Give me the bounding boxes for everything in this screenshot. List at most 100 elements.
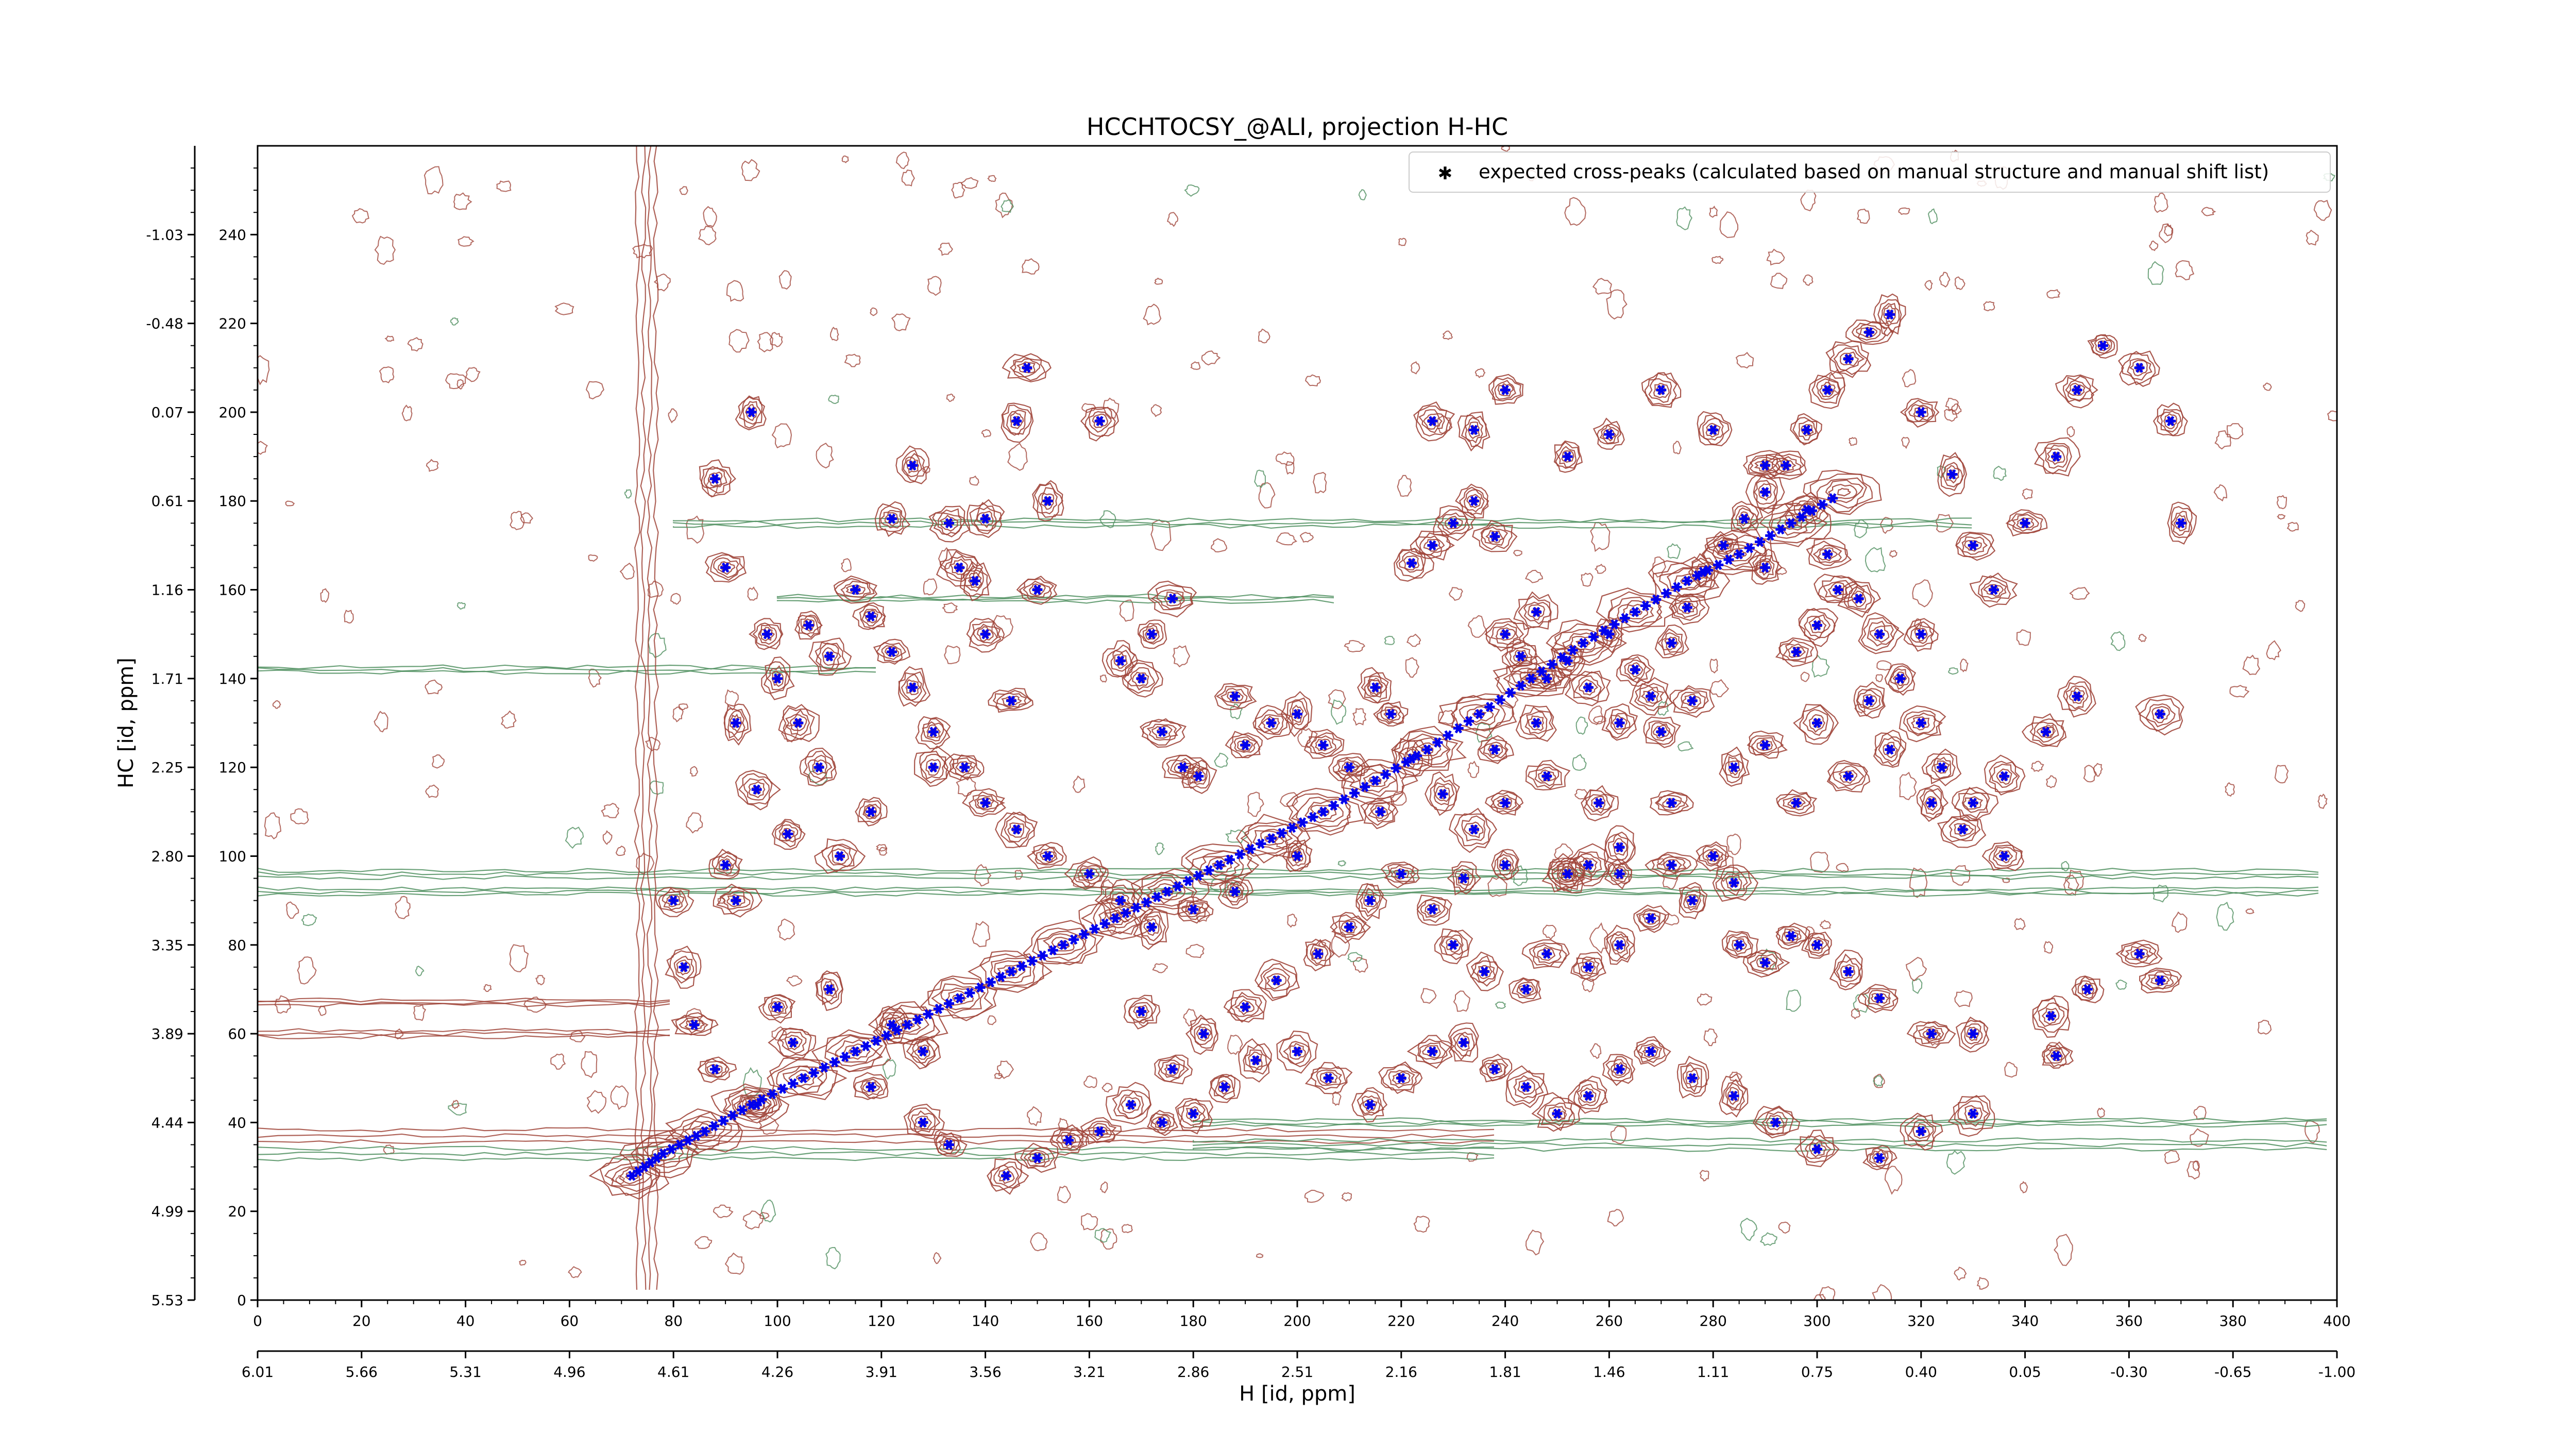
contour-line <box>1497 853 1515 876</box>
contour-line <box>2057 676 2096 718</box>
contour-line <box>1812 545 1842 564</box>
cross-peak-marker <box>1229 886 1240 897</box>
noise-contour <box>726 280 744 302</box>
y-index-tick-label: 0 <box>237 1292 246 1309</box>
cross-peak-marker <box>1594 798 1604 808</box>
contour-line <box>1806 537 1852 570</box>
contour-line <box>1616 654 1655 687</box>
contour-line <box>2022 713 2067 747</box>
contour-line <box>862 1081 880 1093</box>
noise-contour <box>1384 635 1395 645</box>
contour-line <box>1837 581 1882 618</box>
contour-line <box>668 1111 740 1150</box>
contour-line <box>1010 411 1024 429</box>
contour-line <box>1311 947 1324 960</box>
noise-contour <box>1606 289 1628 320</box>
noise-contour <box>1983 301 1995 312</box>
contour-line <box>1014 1142 1059 1173</box>
contour-line <box>1504 642 1538 669</box>
cross-peak-marker <box>1198 1029 1209 1039</box>
cross-peak-marker <box>1728 1090 1739 1101</box>
contour-line <box>1403 555 1420 570</box>
x-ppm-tick-label: 4.26 <box>761 1363 793 1380</box>
noise-contour <box>724 689 739 711</box>
noise-contour <box>1185 943 1205 958</box>
noise-contour <box>320 588 330 603</box>
contour-line <box>1447 861 1481 896</box>
cross-peak-marker <box>1552 1108 1563 1119</box>
contour-line <box>675 1015 714 1036</box>
noise-contour <box>636 852 655 874</box>
contour-line <box>812 759 827 776</box>
contour-line <box>742 401 762 425</box>
contour-line <box>1415 532 1451 558</box>
diagonal-cross-peak-marker <box>912 1014 923 1025</box>
contour-line <box>968 571 982 589</box>
contour-line <box>1181 901 1206 918</box>
contour-line <box>1996 768 2012 785</box>
contour-line <box>768 1027 817 1060</box>
x-ppm-tick-label: 1.46 <box>1593 1363 1625 1380</box>
contour-line <box>1289 1042 1306 1060</box>
contour-line <box>1913 1021 1950 1044</box>
contour-line <box>1252 829 1293 850</box>
contour-line <box>1870 992 1890 1004</box>
cross-peak-marker <box>886 1019 897 1030</box>
contour-line <box>1908 1119 1934 1142</box>
contour-line <box>1543 1102 1573 1126</box>
noise-contour <box>927 276 942 296</box>
contour-line <box>1280 690 1313 737</box>
contour-line <box>860 1079 884 1097</box>
cross-peak-marker <box>980 513 991 524</box>
contour-line <box>1816 378 1840 400</box>
diagonal-cross-peak-marker <box>1266 833 1277 844</box>
contour-line <box>1725 874 1742 892</box>
contour-line <box>1856 688 1885 717</box>
diagonal-cross-peak-marker <box>1235 849 1246 860</box>
cross-peak-marker <box>1760 562 1771 573</box>
cross-peak-marker <box>1520 1082 1531 1092</box>
contour-line <box>721 890 751 910</box>
contour-line <box>1858 612 1905 654</box>
contour-line <box>1093 902 1142 935</box>
contour-line <box>2046 448 2065 465</box>
x-index-tick-label: 300 <box>1803 1312 1831 1329</box>
noise-contour <box>1453 990 1470 1012</box>
contour-line <box>859 604 886 630</box>
contour-line <box>1643 716 1681 748</box>
contour-line <box>1493 794 1517 811</box>
diagonal-cross-peak-marker <box>1536 666 1547 677</box>
contour-line <box>1448 1022 1479 1063</box>
contour-line <box>726 894 745 907</box>
contour-line <box>768 997 788 1016</box>
noise-contour <box>2327 410 2337 422</box>
noise-contour <box>1954 276 1965 290</box>
contour-line <box>1164 1062 1180 1076</box>
contour-line <box>2067 382 2086 396</box>
contour-line <box>1754 459 1777 472</box>
contour-line <box>1652 562 1720 598</box>
contour-line <box>1853 681 1886 719</box>
cross-peak-marker <box>1292 1046 1302 1057</box>
contour-line <box>1243 1043 1272 1075</box>
cross-peak-marker <box>1760 487 1771 497</box>
noise-contour <box>1811 654 1830 678</box>
streak-contour <box>258 1000 670 1005</box>
contour-line <box>1257 963 1297 999</box>
contour-line <box>1669 593 1710 626</box>
cross-peak-marker <box>1604 429 1615 440</box>
cross-peak-marker <box>1989 584 1999 595</box>
contour-line <box>845 584 866 595</box>
noise-contour <box>1819 919 1832 930</box>
noise-contour <box>1812 1293 1826 1300</box>
contour-line <box>1712 541 1768 570</box>
diagonal-cross-peak-marker <box>1276 828 1287 838</box>
streak-contour <box>258 1034 670 1040</box>
contour-line <box>1992 846 2018 867</box>
noise-contour <box>1595 563 1606 574</box>
contour-line <box>1645 720 1676 745</box>
noise-contour <box>550 1053 566 1070</box>
diagonal-cross-peak-marker <box>1079 929 1090 940</box>
cross-peak-marker <box>866 611 876 622</box>
y-index-tick-label: 100 <box>219 848 246 865</box>
